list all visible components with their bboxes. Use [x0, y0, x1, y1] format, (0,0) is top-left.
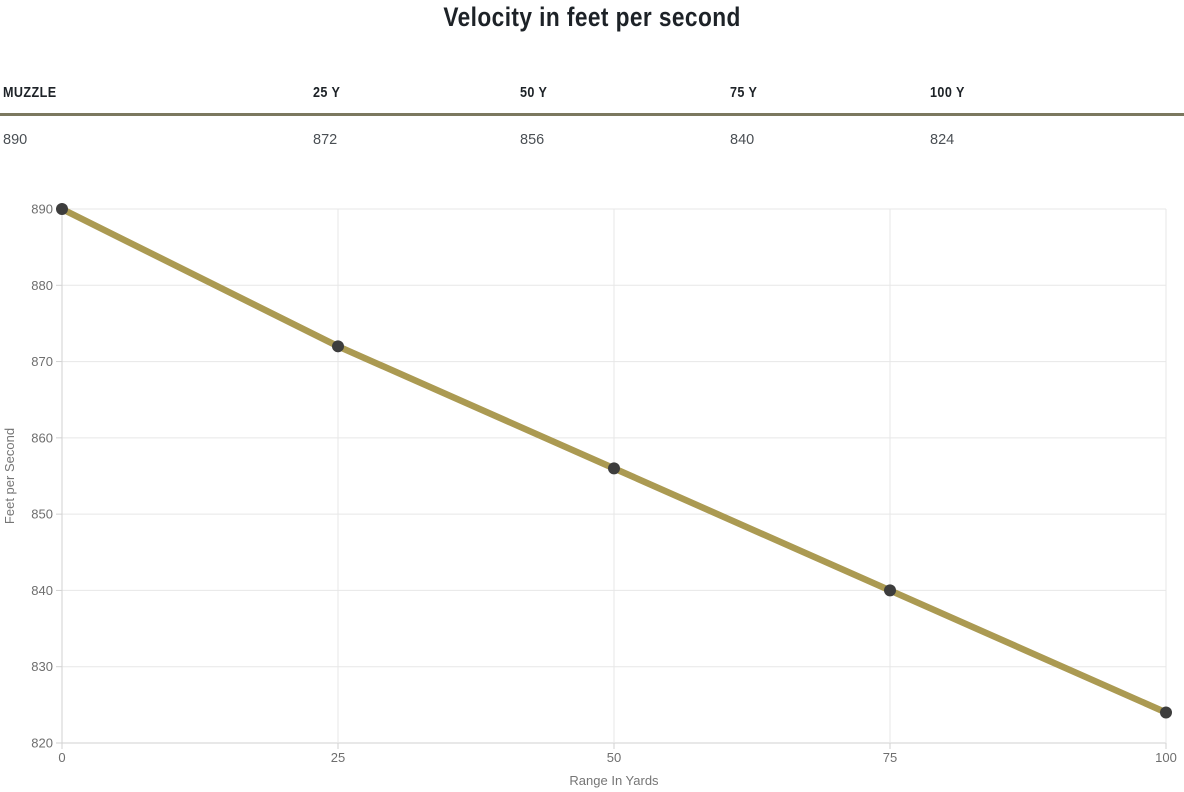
x-tick-label-25: 25	[331, 750, 345, 765]
velocity-table-header-row: MUZZLE 25 Y 50 Y 75 Y 100 Y	[3, 84, 1184, 101]
velocity-table-value-row: 890 872 856 840 824	[3, 132, 1184, 149]
table-value-muzzle: 890	[3, 132, 28, 148]
y-tick-label-890: 890	[31, 202, 53, 217]
y-tick-label-860: 860	[31, 430, 53, 445]
data-point-25yd[interactable]	[332, 340, 344, 353]
data-point-100yd[interactable]	[1160, 706, 1172, 719]
y-axis-title: Feet per Second	[2, 428, 17, 524]
y-tick-label-850: 850	[31, 507, 53, 522]
velocity-table: MUZZLE 25 Y 50 Y 75 Y 100 Y 890 872 856 …	[0, 84, 1184, 149]
y-tick-label-870: 870	[31, 354, 53, 369]
data-point-50yd[interactable]	[608, 462, 620, 475]
velocity-line-chart-svg: 820 830 840 850 860 870 880 890 0 25 50 75 100 Range …	[2, 202, 1177, 789]
page-title: Velocity in feet per second	[0, 0, 1184, 32]
table-header-muzzle: MUZZLE	[3, 84, 57, 101]
table-divider	[0, 113, 1184, 116]
y-tick-label-840: 840	[31, 583, 53, 598]
table-header-75y: 75 Y	[730, 84, 758, 101]
table-value-100y: 824	[930, 132, 955, 148]
x-tick-label-50: 50	[607, 750, 621, 765]
y-tick-label-830: 830	[31, 659, 53, 674]
table-value-75y: 840	[730, 132, 755, 148]
page-title-text: Velocity in feet per second	[443, 2, 741, 32]
table-header-50y: 50 Y	[520, 84, 548, 101]
data-point-75yd[interactable]	[884, 584, 896, 597]
x-tick-label-0: 0	[58, 750, 65, 765]
x-tick-label-100: 100	[1155, 750, 1177, 765]
table-header-25y: 25 Y	[313, 84, 341, 101]
table-value-50y: 856	[520, 132, 545, 148]
y-tick-label-820: 820	[31, 736, 53, 751]
y-tick-label-880: 880	[31, 278, 53, 293]
table-value-25y: 872	[313, 132, 338, 148]
velocity-chart: 820 830 840 850 860 870 880 890 0 25 50 75 100 Range …	[0, 193, 1184, 790]
x-tick-label-75: 75	[883, 750, 897, 765]
x-axis-title: Range In Yards	[569, 773, 659, 788]
data-point-0yd[interactable]	[56, 203, 68, 215]
table-header-100y: 100 Y	[930, 84, 965, 101]
